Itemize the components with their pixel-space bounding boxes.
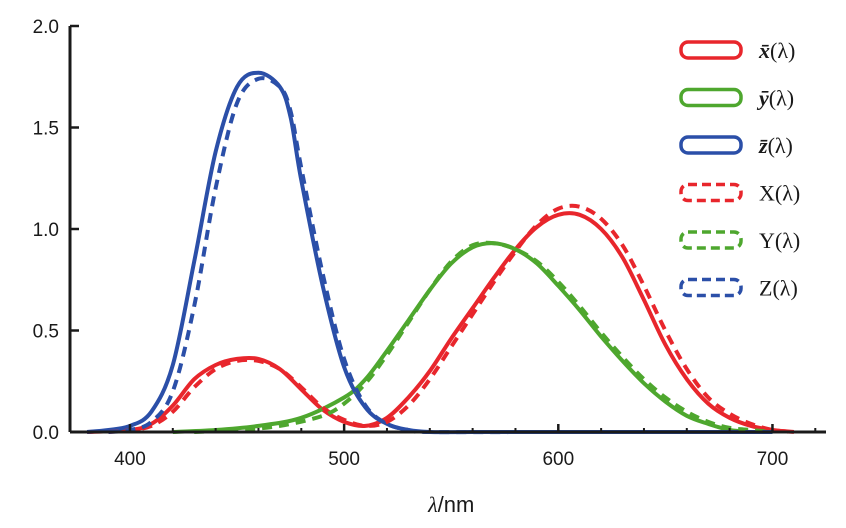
legend-swatch-2	[679, 87, 743, 108]
legend-label-5: Y(λ)	[759, 228, 800, 253]
x-tick-label: 500	[328, 449, 360, 470]
axes: 400 500 600 700 0.0 0.5 1.0 1.5 2.0	[33, 17, 826, 470]
legend-label-2: ȳ(λ)	[756, 86, 794, 111]
series-line-5	[194, 240, 773, 434]
x-tick-label: 700	[757, 449, 789, 470]
legend-swatch-4	[679, 182, 743, 203]
y-tick-label: 1.0	[33, 220, 59, 241]
legend-label-1: x̄(λ)	[758, 38, 795, 63]
x-tick-label: 400	[114, 449, 146, 470]
x-axis-symbol: λ	[427, 492, 438, 517]
x-axis-unit: /nm	[438, 492, 475, 517]
legend-swatch-5	[679, 230, 743, 250]
y-tick-label: 1.5	[33, 119, 59, 140]
x-ticks: 400 500 600 700	[114, 424, 817, 470]
legend-label-4: X(λ)	[759, 181, 800, 206]
legend-label-3: z̄(λ)	[758, 133, 793, 158]
series-line-3	[86, 70, 773, 435]
y-tick-label: 0.0	[33, 423, 59, 444]
legend-label-6: Z(λ)	[759, 276, 798, 301]
y-tick-label: 2.0	[33, 17, 59, 38]
y-tick-label: 0.5	[33, 322, 59, 343]
legend-swatch-1	[679, 40, 743, 60]
series-line-1	[87, 211, 795, 434]
series-line-6	[108, 76, 773, 435]
x-axis-title: λ/nm	[427, 492, 474, 517]
series-line-2	[172, 241, 752, 434]
legend-swatch-6	[679, 277, 743, 298]
legend-swatch-3	[679, 135, 743, 155]
legend: x̄(λ) ȳ(λ) z̄(λ) X(λ) Y(λ) Z(λ)	[679, 38, 800, 301]
x-tick-label: 600	[542, 449, 574, 470]
series-line-4	[108, 203, 795, 434]
plot-curves	[86, 70, 795, 435]
y-ticks: 0.0 0.5 1.0 1.5 2.0	[33, 17, 79, 444]
